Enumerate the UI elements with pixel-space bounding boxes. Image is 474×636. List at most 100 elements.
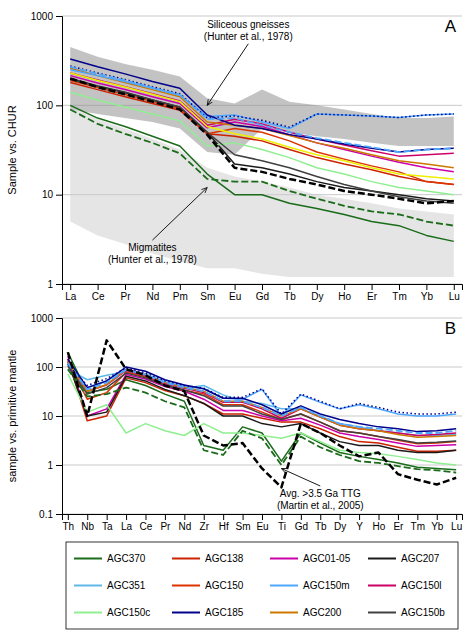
y-tick-label: 10 xyxy=(42,189,54,200)
y-tick-mark xyxy=(56,284,62,285)
x-tick: Er xyxy=(367,284,378,302)
y-tick: 10 xyxy=(42,189,62,200)
x-tick-label: Dy xyxy=(334,521,346,532)
x-tick-mark xyxy=(207,284,208,290)
x-tick-mark xyxy=(399,284,400,290)
legend-label: AGC150 xyxy=(205,580,244,591)
x-tick: Tm xyxy=(392,284,406,302)
y-tick-mark xyxy=(56,318,62,319)
x-tick: Nd xyxy=(178,514,191,532)
panel: ThNbTaLaCePrNdZrHfSmEuTiGdTbDyYHoErTmYbL… xyxy=(6,313,463,629)
x-tick-label: Nd xyxy=(147,291,160,302)
legend-item: AGC138 xyxy=(172,553,244,564)
x-tick-mark xyxy=(379,514,380,520)
chart-svg: LaCePrNdPmSmEuGdTbDyHoErTmYbLu1101001000… xyxy=(0,0,474,636)
x-tick: Er xyxy=(393,514,404,532)
x-tick-mark xyxy=(359,514,360,520)
legend-swatch xyxy=(172,585,200,587)
y-tick-label: 1 xyxy=(47,460,53,471)
x-tick: Ce xyxy=(92,284,105,302)
x-tick-mark xyxy=(289,284,290,290)
legend-label: AGC351 xyxy=(107,580,146,591)
legend-label: AGC150l xyxy=(401,580,442,591)
x-tick: Ce xyxy=(140,514,153,532)
legend-swatch xyxy=(270,558,298,560)
x-tick-mark xyxy=(281,514,282,520)
y-tick-label: 100 xyxy=(36,100,53,111)
legend-label: AGC01-05 xyxy=(303,553,351,564)
y-axis: 0.11101001000 xyxy=(31,313,63,520)
annotation: Siliceous gneisses(Hunter et al., 1978) xyxy=(204,19,293,42)
annotation: Avg. >3.5 Ga TTG(Martin et al., 2005) xyxy=(277,488,364,511)
x-tick-mark xyxy=(165,514,166,520)
x-tick-label: Gd xyxy=(295,521,308,532)
legend-frame xyxy=(66,542,458,629)
y-tick-label: 0.1 xyxy=(39,509,53,520)
x-tick-mark xyxy=(437,514,438,520)
legend-swatch xyxy=(172,558,200,560)
series-line xyxy=(68,369,456,435)
x-tick-label: Yb xyxy=(431,521,444,532)
x-tick-mark xyxy=(372,284,373,290)
series-line xyxy=(70,83,454,185)
x-tick: Sm xyxy=(200,284,215,302)
x-tick-mark xyxy=(243,514,244,520)
x-tick: Hf xyxy=(219,514,229,532)
y-tick-mark xyxy=(56,514,62,515)
series-line xyxy=(70,66,454,127)
legend-item: AGC150 xyxy=(172,580,244,591)
x-axis-line xyxy=(63,515,463,521)
x-tick-mark xyxy=(204,514,205,520)
series-line xyxy=(70,92,454,194)
x-tick: Nb xyxy=(81,514,94,532)
x-tick-mark xyxy=(70,284,71,290)
legend-item: AGC200 xyxy=(270,607,342,618)
annotation-arrow xyxy=(281,469,320,486)
series-line xyxy=(68,340,456,487)
x-tick: Pr xyxy=(121,284,132,302)
x-tick-mark xyxy=(301,514,302,520)
legend-item: AGC150l xyxy=(368,580,442,591)
x-tick-mark xyxy=(184,514,185,520)
annotation-line: Migmatites xyxy=(128,242,176,253)
x-tick-label: Tb xyxy=(315,521,327,532)
x-tick-mark xyxy=(398,514,399,520)
x-tick-mark xyxy=(87,514,88,520)
y-axis-line xyxy=(56,17,63,285)
x-tick-mark xyxy=(107,514,108,520)
x-tick-label: Eu xyxy=(229,291,241,302)
x-tick-label: Tm xyxy=(392,291,406,302)
band-area xyxy=(70,105,454,277)
x-tick-mark xyxy=(262,514,263,520)
x-tick-mark xyxy=(68,514,69,520)
panel: LaCePrNdPmSmEuGdTbDyHoErTmYbLu1101001000… xyxy=(6,11,463,302)
x-tick: Y xyxy=(356,514,363,532)
x-tick-label: Th xyxy=(62,521,74,532)
legend-swatch xyxy=(270,612,298,614)
x-tick-label: Ho xyxy=(373,521,386,532)
x-tick: Pr xyxy=(160,514,171,532)
annotation-line: (Hunter et al., 1978) xyxy=(108,254,197,265)
legend-label: AGC150m xyxy=(303,580,350,591)
x-tick-label: Sm xyxy=(200,291,215,302)
y-tick-label: 10 xyxy=(42,411,54,422)
y-tick-mark xyxy=(56,367,62,368)
x-tick-mark xyxy=(126,514,127,520)
annotation-arrow xyxy=(207,44,248,106)
x-tick-label: Lu xyxy=(449,291,460,302)
series-line xyxy=(68,364,456,414)
x-tick-label: Er xyxy=(367,291,378,302)
series-line xyxy=(70,109,454,225)
x-tick: Nd xyxy=(147,284,160,302)
y-tick-label: 1 xyxy=(47,279,53,290)
y-tick: 100 xyxy=(36,362,62,373)
legend-swatch xyxy=(74,558,102,560)
y-tick: 10 xyxy=(42,411,62,422)
x-tick: Eu xyxy=(229,284,241,302)
x-tick: Ta xyxy=(102,514,113,532)
legend-swatch xyxy=(74,612,102,614)
legend-label: AGC150c xyxy=(107,607,150,618)
x-tick: Th xyxy=(62,514,74,532)
x-tick-mark xyxy=(317,284,318,290)
panel-title: A xyxy=(445,17,457,36)
